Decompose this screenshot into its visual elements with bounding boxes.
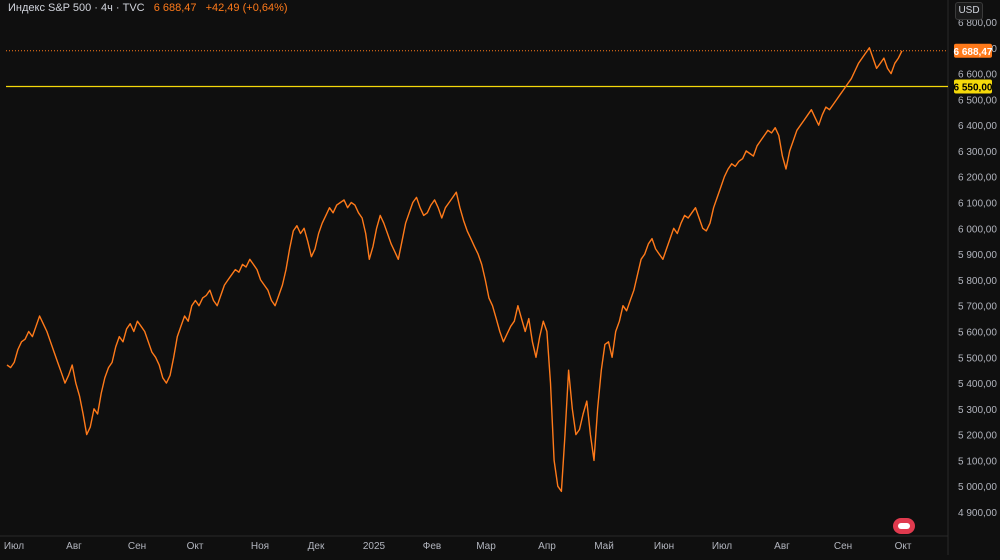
x-tick-label: Фев (423, 541, 441, 552)
y-tick-label: 6 300,00 (958, 147, 997, 158)
x-tick-label: Апр (538, 541, 556, 552)
x-tick-label: Авг (66, 541, 82, 552)
y-tick-label: 5 000,00 (958, 482, 997, 493)
legend-symbol: Индекс S&P 500 · 4ч · TVC (8, 2, 145, 14)
chart-legend: Индекс S&P 500 · 4ч · TVC 6 688,47 +42,4… (8, 2, 288, 14)
x-tick-label: Дек (308, 541, 325, 552)
y-tick-label: 6 100,00 (958, 199, 997, 210)
y-tick-label: 5 500,00 (958, 353, 997, 364)
x-tick-label: Сен (834, 541, 852, 552)
y-tick-label: 5 900,00 (958, 250, 997, 261)
y-tick-label: 6 600,00 (958, 70, 997, 81)
y-tick-label: 6 000,00 (958, 224, 997, 235)
y-tick-label: 6 500,00 (958, 95, 997, 106)
y-tick-label: 5 800,00 (958, 276, 997, 287)
last-price-label: 6 688,47 (954, 47, 993, 58)
y-tick-label: 4 900,00 (958, 508, 997, 519)
last-price-label-bg (954, 43, 992, 58)
currency-button[interactable]: USD (955, 2, 983, 20)
level-label: 6 550,00 (954, 82, 993, 93)
x-tick-label: Ноя (251, 541, 269, 552)
x-tick-label: Окт (895, 541, 912, 552)
y-tick-label: 6 400,00 (958, 121, 997, 132)
x-tick-label: Мар (476, 541, 496, 552)
x-tick-label: Июл (4, 541, 24, 552)
legend-last-price: 6 688,47 (153, 2, 197, 14)
y-tick-label: 5 300,00 (958, 405, 997, 416)
y-tick-label: 5 200,00 (958, 431, 997, 442)
level-label-bg (954, 79, 992, 94)
x-tick-label: Окт (187, 541, 204, 552)
y-tick-label: 5 600,00 (958, 327, 997, 338)
y-tick-label: 5 400,00 (958, 379, 997, 390)
y-tick-label: 6 200,00 (958, 173, 997, 184)
x-tick-label: Сен (128, 541, 146, 552)
x-tick-label: Июн (654, 541, 674, 552)
legend-change: +42,49 (+0,64%) (205, 2, 288, 14)
y-tick-label: 5 100,00 (958, 456, 997, 467)
tradingview-logo-icon[interactable] (893, 518, 915, 534)
x-tick-label: Июл (712, 541, 732, 552)
y-tick-label: 5 700,00 (958, 302, 997, 313)
price-line (6, 47, 903, 493)
y-tick-label: 6 800,00 (958, 18, 997, 29)
x-tick-label: Авг (774, 541, 790, 552)
x-tick-label: 2025 (363, 541, 386, 552)
x-tick-label: Май (594, 541, 614, 552)
